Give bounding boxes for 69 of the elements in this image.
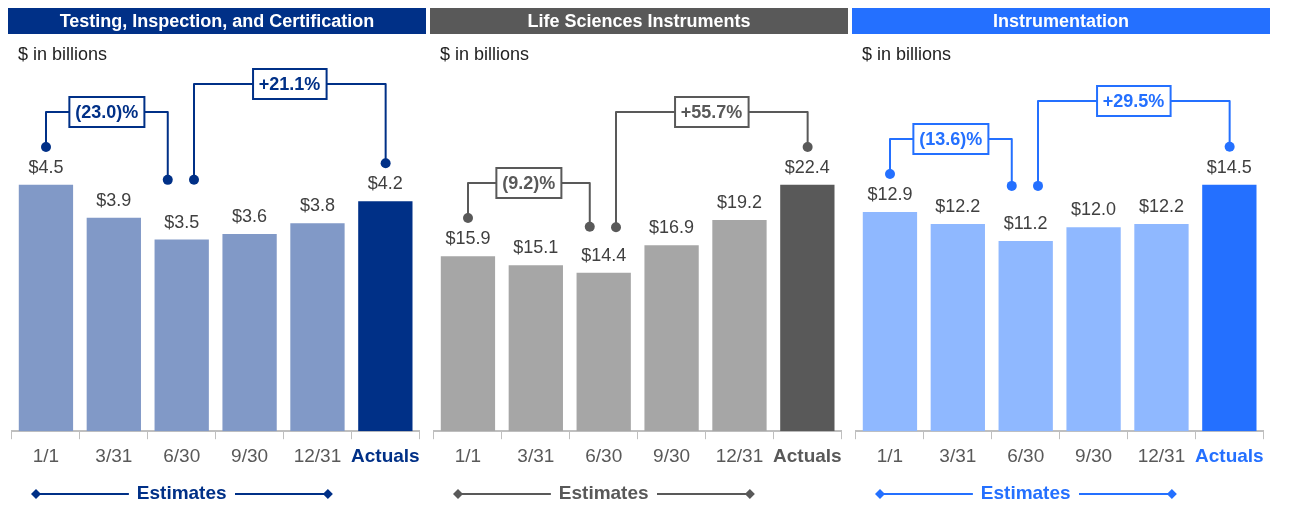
- x-tick-label: Actuals: [351, 444, 420, 466]
- bar: [18, 184, 74, 432]
- data-label: $22.4: [784, 156, 830, 177]
- bar: [440, 256, 496, 432]
- data-label: $3.9: [96, 189, 132, 210]
- chart-subtitle: $ in billions: [18, 43, 108, 64]
- x-tick-label: 9/30: [1075, 444, 1113, 466]
- bar: [644, 245, 699, 432]
- chart-subtitle: $ in billions: [862, 43, 952, 64]
- text: Estimates: [136, 482, 227, 504]
- bar: [1202, 184, 1257, 432]
- data-label: $16.9: [649, 217, 695, 238]
- text: Estimates: [558, 482, 649, 504]
- bar: [290, 223, 345, 432]
- bar: [862, 212, 918, 432]
- chart-title: Testing, Inspection, and Certification: [8, 8, 426, 34]
- chart-title: Instrumentation: [852, 8, 1270, 34]
- bar: [222, 234, 277, 432]
- x-tick-label: 12/31: [293, 444, 342, 466]
- text: (13.6)%: [919, 129, 983, 150]
- data-label: $3.6: [232, 206, 268, 227]
- data-label: $4.2: [367, 173, 403, 194]
- x-tick-label: Actuals: [773, 444, 842, 466]
- data-label: $3.5: [164, 211, 200, 232]
- data-label: $15.1: [513, 237, 559, 258]
- text: +21.1%: [258, 73, 321, 94]
- chart-title: Life Sciences Instruments: [430, 8, 848, 34]
- data-label: $12.2: [935, 195, 981, 216]
- data-label: $14.5: [1206, 156, 1252, 177]
- bar: [780, 184, 835, 432]
- text: +55.7%: [680, 101, 743, 122]
- x-tick-label: 1/1: [32, 444, 60, 466]
- text: Estimates: [980, 482, 1071, 504]
- bar: [154, 239, 209, 432]
- x-tick-label: 9/30: [653, 444, 691, 466]
- bar: [1066, 227, 1121, 432]
- bar: [508, 265, 563, 432]
- x-tick-label: 6/30: [163, 444, 201, 466]
- data-label: $12.2: [1138, 195, 1184, 216]
- x-tick-label: 6/30: [585, 444, 623, 466]
- bar: [998, 240, 1053, 432]
- x-tick-label: 9/30: [231, 444, 269, 466]
- x-tick-label: 12/31: [1137, 444, 1186, 466]
- data-label: $12.9: [867, 184, 913, 205]
- x-tick-label: 3/31: [95, 444, 133, 466]
- data-label: $3.8: [299, 195, 335, 216]
- bar: [712, 220, 767, 432]
- data-label: $11.2: [1003, 212, 1048, 233]
- x-tick-label: 3/31: [939, 444, 977, 466]
- data-label: $14.4: [581, 244, 627, 265]
- data-label: $12.0: [1071, 199, 1117, 220]
- x-tick-label: 12/31: [715, 444, 764, 466]
- chart-subtitle: $ in billions: [440, 43, 530, 64]
- x-tick-label: Actuals: [1195, 444, 1264, 466]
- x-tick-label: 3/31: [517, 444, 555, 466]
- x-tick-label: 1/1: [876, 444, 904, 466]
- data-label: $15.9: [445, 228, 491, 249]
- text: +29.5%: [1102, 91, 1165, 112]
- annotation: (9.2)%: [502, 173, 556, 194]
- x-tick-label: 6/30: [1007, 444, 1045, 466]
- data-label: $19.2: [716, 192, 762, 213]
- data-label: $4.5: [28, 156, 64, 177]
- bar: [576, 272, 631, 432]
- text: (23.0)%: [75, 101, 139, 122]
- bar: [1134, 223, 1189, 432]
- x-tick-label: 1/1: [454, 444, 482, 466]
- bar: [930, 223, 985, 432]
- bar: [86, 217, 141, 432]
- bar: [358, 201, 413, 432]
